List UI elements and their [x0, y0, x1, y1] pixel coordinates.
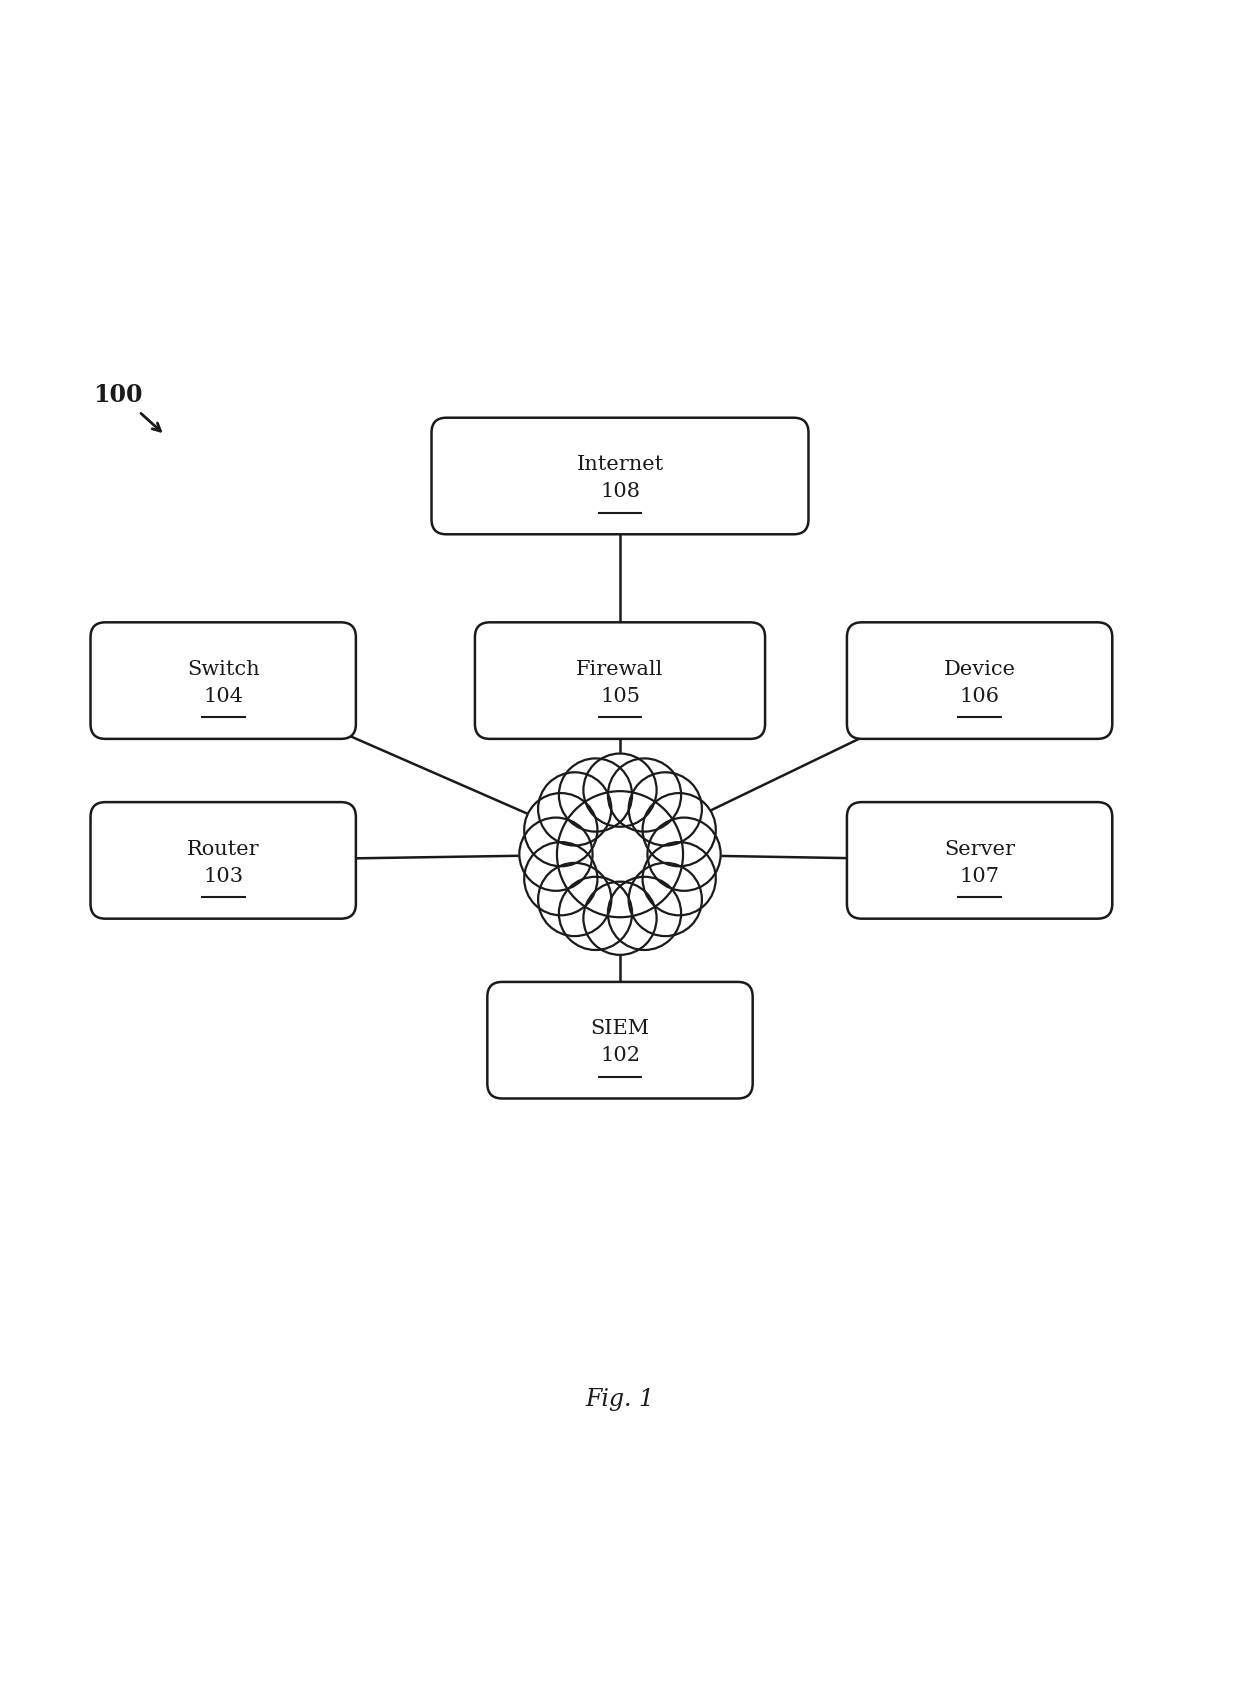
Circle shape — [583, 882, 657, 955]
Circle shape — [557, 790, 683, 918]
Text: SIEM: SIEM — [590, 1019, 650, 1038]
Text: 106: 106 — [960, 687, 999, 706]
FancyBboxPatch shape — [847, 802, 1112, 919]
Text: 107: 107 — [960, 867, 999, 885]
FancyBboxPatch shape — [91, 802, 356, 919]
Circle shape — [525, 794, 598, 867]
Text: Device: Device — [944, 660, 1016, 678]
Circle shape — [642, 794, 715, 867]
Circle shape — [538, 772, 611, 846]
FancyBboxPatch shape — [91, 622, 356, 739]
Text: Switch: Switch — [187, 660, 259, 678]
Circle shape — [559, 758, 632, 831]
Text: 100: 100 — [93, 383, 143, 407]
Text: Server: Server — [944, 840, 1016, 858]
Circle shape — [538, 863, 611, 936]
Circle shape — [608, 758, 681, 831]
Circle shape — [608, 877, 681, 950]
Text: Internet: Internet — [577, 455, 663, 475]
Text: 104: 104 — [203, 687, 243, 706]
Text: 102: 102 — [600, 1046, 640, 1065]
Text: Fig. 1: Fig. 1 — [585, 1389, 655, 1411]
Circle shape — [647, 817, 720, 890]
Circle shape — [520, 817, 593, 890]
FancyBboxPatch shape — [432, 417, 808, 534]
FancyBboxPatch shape — [487, 982, 753, 1099]
Circle shape — [583, 753, 657, 826]
Text: 103: 103 — [203, 867, 243, 885]
Circle shape — [629, 863, 702, 936]
Circle shape — [525, 843, 598, 916]
Text: Firewall: Firewall — [577, 660, 663, 678]
Text: Router: Router — [187, 840, 259, 858]
Circle shape — [642, 843, 715, 916]
Circle shape — [629, 772, 702, 846]
FancyBboxPatch shape — [475, 622, 765, 739]
Text: 108: 108 — [600, 482, 640, 500]
Circle shape — [559, 877, 632, 950]
FancyBboxPatch shape — [847, 622, 1112, 739]
Text: 105: 105 — [600, 687, 640, 706]
